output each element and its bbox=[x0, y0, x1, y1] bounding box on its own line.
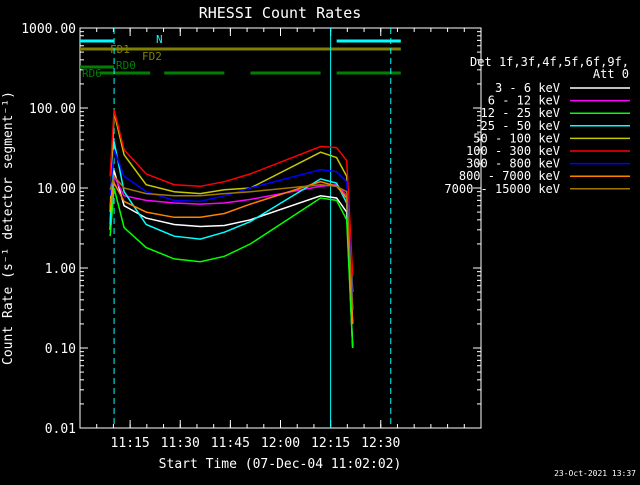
y-axis: 1000.00 100.00 10.00 1.00 0.10 0.01 bbox=[21, 22, 481, 437]
legend-label: 6 - 12 keV bbox=[488, 94, 560, 108]
x-tick-label: 12:15 bbox=[311, 436, 350, 451]
series-line-5 bbox=[109, 109, 354, 276]
plot-frame bbox=[79, 27, 482, 429]
chart-title: RHESSI Count Rates bbox=[199, 4, 362, 22]
flag-label: FD2 bbox=[142, 50, 162, 63]
x-tick-label: 12:00 bbox=[261, 436, 300, 451]
x-tick-label: 12:30 bbox=[361, 436, 400, 451]
series-line-7 bbox=[109, 180, 354, 324]
legend-label: 7000 - 15000 keV bbox=[444, 182, 560, 196]
flag-label: N bbox=[156, 33, 163, 46]
flag-label: RD0 bbox=[116, 59, 136, 72]
x-tick-label: 11:30 bbox=[161, 436, 200, 451]
y-tick-label: 1.00 bbox=[45, 262, 76, 277]
x-tick-label: 11:15 bbox=[111, 436, 150, 451]
y-tick-label: 1000.00 bbox=[21, 22, 76, 37]
vertical-markers bbox=[113, 28, 392, 428]
series-line-8 bbox=[109, 174, 354, 310]
legend-header-1: Det 1f,3f,4f,5f,6f,9f, bbox=[470, 55, 629, 69]
y-tick-label: 100.00 bbox=[29, 102, 76, 117]
y-tick-label: 10.00 bbox=[37, 182, 76, 197]
flag-label: RD6 bbox=[82, 67, 102, 80]
x-axis-label: Start Time (07-Dec-04 11:02:02) bbox=[159, 457, 402, 472]
y-axis-label: Count Rate (s⁻¹ detector segment⁻¹) bbox=[1, 91, 16, 365]
legend-header-2: Att 0 bbox=[593, 67, 629, 81]
series-line-4 bbox=[109, 112, 354, 293]
series-line-0 bbox=[109, 170, 354, 349]
series-line-2 bbox=[109, 187, 354, 349]
legend-label: 50 - 100 keV bbox=[473, 131, 560, 145]
legend-label: 800 - 7000 keV bbox=[459, 169, 560, 183]
series-line-3 bbox=[109, 141, 354, 324]
legend-label: 300 - 800 keV bbox=[466, 157, 560, 171]
x-axis: 11:15 11:30 11:45 12:00 12:15 12:30 bbox=[79, 28, 482, 451]
series-line-6 bbox=[109, 149, 354, 300]
legend-label: 25 - 50 keV bbox=[481, 119, 560, 133]
y-tick-label: 0.01 bbox=[45, 422, 76, 437]
x-tick-label: 11:45 bbox=[211, 436, 250, 451]
y-tick-label: 0.10 bbox=[45, 342, 76, 357]
series-line-1 bbox=[109, 173, 354, 310]
legend-label: 100 - 300 keV bbox=[466, 144, 560, 158]
flag-bars: NFD1FD2RD0RD6 bbox=[80, 33, 401, 80]
timestamp: 23-Oct-2021 13:37 bbox=[554, 469, 636, 478]
legend-label: 12 - 25 keV bbox=[481, 106, 560, 120]
legend-label: 3 - 6 keV bbox=[495, 81, 560, 95]
series-lines bbox=[109, 109, 354, 349]
